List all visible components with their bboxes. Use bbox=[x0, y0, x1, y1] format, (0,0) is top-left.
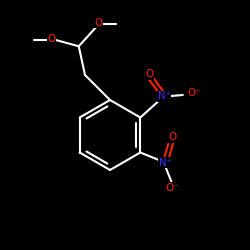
Text: O: O bbox=[94, 18, 103, 28]
Text: O: O bbox=[146, 69, 154, 79]
Text: N⁺: N⁺ bbox=[159, 158, 172, 168]
Text: O⁻: O⁻ bbox=[187, 88, 201, 99]
Text: O: O bbox=[47, 34, 55, 44]
Text: N⁺: N⁺ bbox=[158, 91, 170, 101]
Text: O⁻: O⁻ bbox=[165, 183, 179, 193]
Text: O: O bbox=[168, 132, 176, 142]
